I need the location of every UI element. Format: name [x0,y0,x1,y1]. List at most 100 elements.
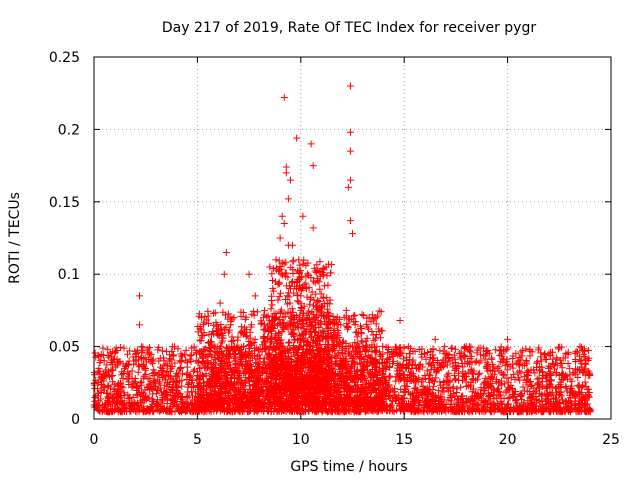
data-point [451,375,459,383]
data-point [227,374,235,382]
data-point [173,373,181,381]
data-point [466,383,474,391]
data-point [105,353,113,361]
data-point [134,382,142,390]
data-point [430,382,438,390]
data-point [548,359,556,367]
data-point [392,373,400,381]
data-point [561,354,569,362]
data-point [111,387,119,395]
data-point [316,258,324,266]
data-point [147,380,155,388]
data-point [488,355,496,363]
data-point [515,367,523,375]
data-point [577,343,585,351]
data-point [168,363,176,371]
data-point [517,348,525,356]
data-point [509,364,517,372]
data-point [450,371,458,379]
data-point [404,365,412,373]
data-point [128,367,136,375]
data-point [468,352,476,360]
data-point [386,372,394,380]
data-point [563,375,571,383]
data-point [457,348,465,356]
data-point [141,366,149,374]
data-point [518,352,526,360]
data-point [445,369,453,377]
data-point [544,399,552,407]
data-point [379,342,387,350]
data-point [322,406,330,414]
data-point [558,376,566,383]
data-point [211,309,219,317]
data-point [566,389,574,397]
data-point [133,346,141,354]
data-point [178,376,186,384]
data-point [141,397,149,405]
data-point [400,355,408,363]
data-point [160,381,168,389]
data-point [154,387,162,395]
data-point [484,360,492,368]
data-point [192,349,200,357]
data-point [470,367,478,375]
data-point [466,348,474,356]
data-point [274,296,282,304]
data-point [453,389,461,397]
data-point [400,344,408,352]
data-point [137,399,145,407]
data-point [546,388,554,396]
data-point [351,311,359,319]
data-point [150,408,158,416]
data-point [186,374,194,382]
data-point [512,350,520,358]
data-point [450,351,458,359]
data-point [531,407,539,415]
data-point [454,395,462,403]
data-point [574,382,582,390]
data-point [436,347,444,355]
data-point [275,257,283,265]
data-point [113,347,121,355]
data-point [434,387,442,395]
data-point [440,362,448,370]
data-point [574,374,582,382]
data-point [133,349,141,357]
data-point [585,385,593,393]
data-point [95,364,103,372]
data-point [520,399,528,407]
data-point [542,384,550,392]
data-point [527,383,535,391]
data-point [251,335,259,343]
data-point [477,351,485,359]
data-point [429,392,437,400]
data-point [372,347,380,355]
data-point [384,349,392,357]
data-point [403,378,411,386]
data-point [481,375,489,383]
data-point [144,345,152,353]
data-point [507,373,515,381]
data-point [260,333,268,341]
chart-title: Day 217 of 2019, Rate Of TEC Index for r… [162,20,536,36]
data-point [318,405,326,413]
data-point [409,370,417,378]
data-point [168,392,176,400]
data-point [534,358,542,366]
data-point [462,378,470,386]
data-point [506,393,514,401]
data-point [179,369,187,377]
data-point [167,356,175,364]
data-point [411,347,419,355]
data-point [187,351,195,359]
data-point [422,355,430,363]
data-point [537,349,545,357]
data-point [474,392,482,400]
data-point [477,386,485,394]
data-point [386,353,394,361]
data-point [542,355,550,363]
data-point [484,389,492,397]
data-point [520,373,528,381]
